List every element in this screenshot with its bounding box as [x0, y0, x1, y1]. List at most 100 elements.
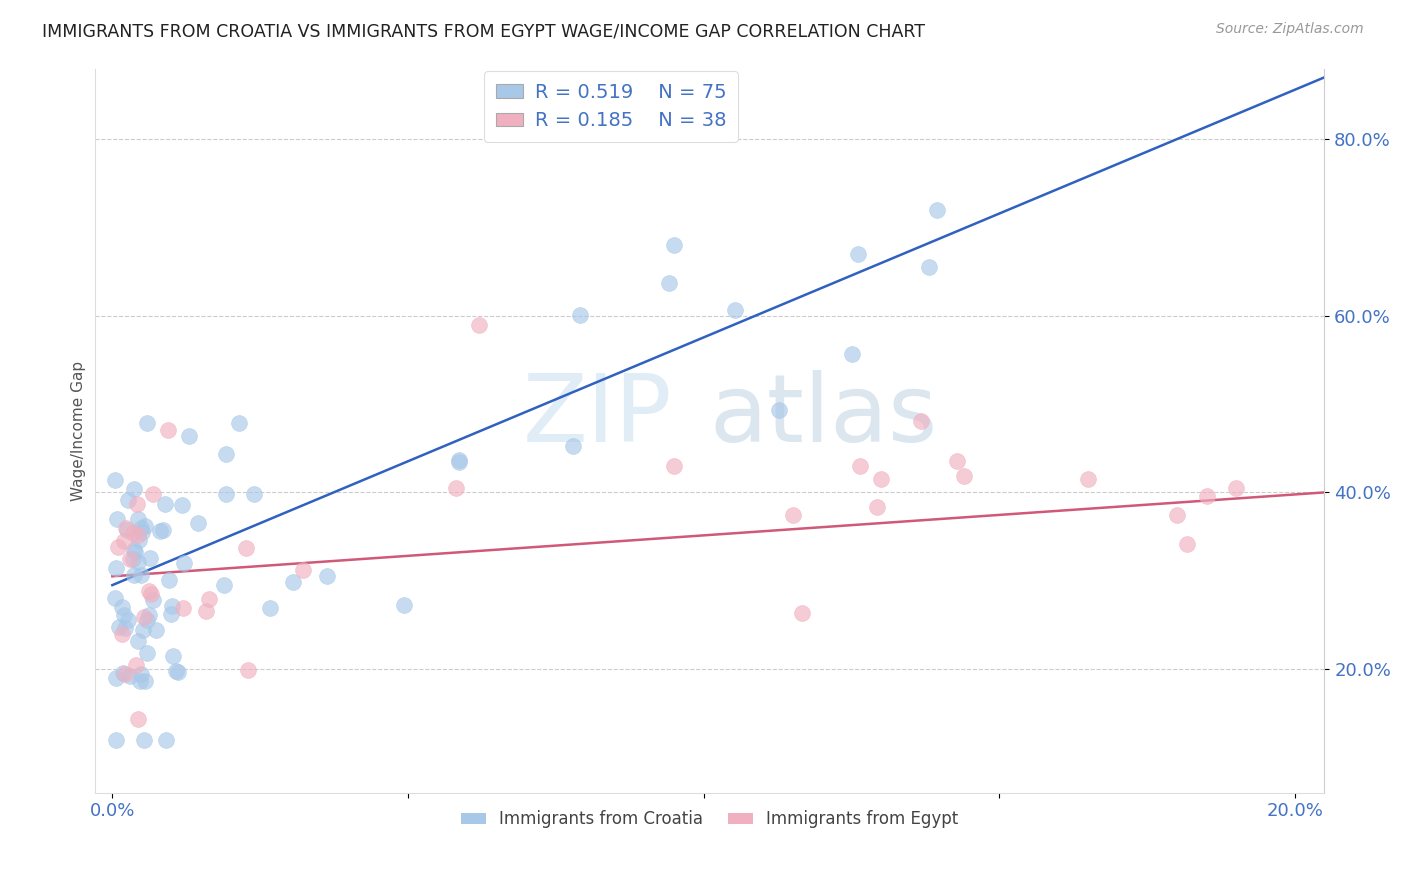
- Point: [114, 621, 136, 635]
- Point: [866, 500, 889, 514]
- Point: [782, 508, 804, 522]
- Point: [561, 439, 583, 453]
- Point: [104, 732, 127, 747]
- Point: [157, 574, 180, 588]
- Point: [110, 627, 132, 641]
- Point: [228, 416, 250, 430]
- Point: [157, 423, 180, 437]
- Point: [1077, 472, 1099, 486]
- Point: [134, 609, 156, 624]
- Point: [155, 732, 177, 747]
- Point: [167, 665, 190, 680]
- Point: [131, 525, 153, 540]
- Point: [1195, 489, 1218, 503]
- Point: [128, 674, 150, 689]
- Point: [172, 600, 194, 615]
- Point: [238, 663, 260, 677]
- Point: [136, 416, 159, 430]
- Point: [1225, 481, 1247, 495]
- Point: [127, 511, 149, 525]
- Point: [139, 550, 162, 565]
- Point: [127, 633, 149, 648]
- Point: [162, 599, 184, 613]
- Point: [153, 497, 176, 511]
- Point: [215, 487, 238, 501]
- Point: [117, 493, 139, 508]
- Point: [124, 568, 146, 582]
- Point: [136, 613, 159, 627]
- Point: [121, 526, 143, 541]
- Point: [125, 497, 148, 511]
- Point: [568, 308, 591, 322]
- Point: [104, 561, 127, 575]
- Text: Source: ZipAtlas.com: Source: ZipAtlas.com: [1216, 22, 1364, 37]
- Point: [115, 523, 138, 537]
- Point: [142, 487, 165, 501]
- Point: [120, 669, 142, 683]
- Legend: Immigrants from Croatia, Immigrants from Egypt: Immigrants from Croatia, Immigrants from…: [454, 804, 965, 835]
- Point: [162, 648, 184, 663]
- Point: [145, 623, 167, 637]
- Point: [849, 459, 872, 474]
- Point: [152, 523, 174, 537]
- Point: [447, 453, 470, 467]
- Point: [132, 623, 155, 637]
- Point: [112, 534, 135, 549]
- Point: [105, 512, 128, 526]
- Point: [127, 555, 149, 569]
- Point: [918, 260, 941, 274]
- Point: [925, 202, 948, 217]
- Point: [446, 481, 468, 495]
- Point: [124, 658, 146, 673]
- Point: [910, 414, 932, 428]
- Point: [1166, 508, 1188, 522]
- Point: [129, 520, 152, 534]
- Point: [447, 454, 470, 468]
- Point: [187, 516, 209, 531]
- Text: ZIP: ZIP: [523, 370, 672, 462]
- Point: [235, 541, 257, 555]
- Point: [945, 454, 967, 468]
- Point: [291, 562, 314, 576]
- Point: [138, 584, 160, 599]
- Point: [122, 543, 145, 558]
- Point: [195, 604, 218, 618]
- Point: [104, 474, 127, 488]
- Point: [662, 238, 685, 252]
- Point: [215, 447, 238, 461]
- Point: [170, 498, 193, 512]
- Point: [281, 575, 304, 590]
- Point: [243, 487, 266, 501]
- Text: IMMIGRANTS FROM CROATIA VS IMMIGRANTS FROM EGYPT WAGE/INCOME GAP CORRELATION CHA: IMMIGRANTS FROM CROATIA VS IMMIGRANTS FR…: [42, 22, 925, 40]
- Point: [122, 482, 145, 496]
- Point: [724, 302, 747, 317]
- Point: [134, 732, 156, 747]
- Point: [179, 428, 201, 442]
- Y-axis label: Wage/Income Gap: Wage/Income Gap: [72, 360, 86, 500]
- Point: [115, 521, 138, 535]
- Point: [165, 665, 187, 679]
- Point: [127, 528, 149, 542]
- Point: [114, 667, 136, 681]
- Point: [790, 606, 813, 620]
- Point: [173, 556, 195, 570]
- Text: atlas: atlas: [710, 370, 938, 462]
- Point: [124, 545, 146, 559]
- Point: [118, 552, 141, 566]
- Point: [768, 403, 790, 417]
- Point: [128, 533, 150, 548]
- Point: [112, 665, 135, 680]
- Point: [198, 591, 221, 606]
- Point: [841, 347, 863, 361]
- Point: [141, 593, 163, 607]
- Point: [657, 277, 679, 291]
- Point: [159, 607, 181, 621]
- Point: [141, 586, 163, 600]
- Point: [870, 472, 893, 486]
- Point: [108, 620, 131, 634]
- Point: [131, 567, 153, 582]
- Point: [112, 607, 135, 622]
- Point: [138, 607, 160, 622]
- Point: [111, 599, 134, 614]
- Point: [136, 646, 159, 660]
